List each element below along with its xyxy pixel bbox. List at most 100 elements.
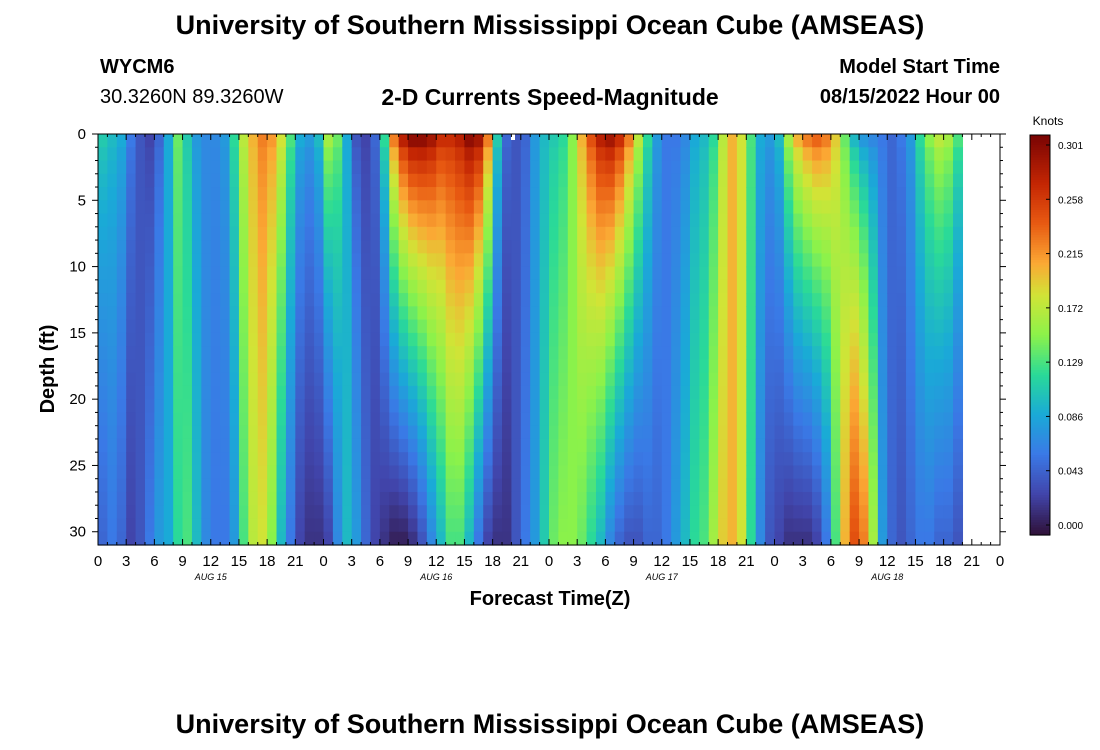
heatmap-cell	[436, 240, 447, 254]
heatmap-cell	[859, 134, 870, 148]
heatmap-cell	[342, 346, 353, 360]
heatmap-cell	[558, 412, 569, 427]
x-tick-label: 21	[963, 553, 980, 570]
heatmap-cell	[511, 452, 522, 467]
heatmap-cell	[774, 399, 785, 414]
heatmap-cell	[896, 332, 907, 347]
heatmap-cell	[783, 531, 794, 546]
heatmap-cell	[257, 385, 268, 400]
heatmap-cell	[699, 491, 710, 506]
heatmap-cell	[887, 346, 898, 360]
heatmap-cell	[783, 332, 794, 347]
heatmap-cell	[126, 452, 137, 467]
heatmap-cell	[614, 491, 625, 506]
heatmap-cell	[408, 531, 419, 546]
colorbar-unit: Knots	[1033, 114, 1064, 128]
heatmap-cell	[652, 319, 663, 334]
heatmap-cell	[220, 505, 231, 520]
heatmap-cell	[445, 399, 456, 414]
heatmap-cell	[285, 279, 296, 294]
heatmap-cell	[370, 359, 381, 374]
heatmap-cell	[718, 293, 729, 307]
heatmap-cell	[577, 266, 588, 281]
heatmap-cell	[248, 187, 259, 201]
heatmap-cell	[257, 147, 268, 162]
heatmap-cell	[727, 491, 738, 506]
heatmap-cell	[802, 399, 813, 414]
heatmap-cell	[595, 518, 606, 533]
heatmap-cell	[116, 187, 127, 201]
heatmap-cell	[708, 346, 719, 360]
heatmap-cell	[398, 465, 409, 480]
heatmap-cell	[906, 372, 917, 387]
heatmap-cell	[633, 226, 644, 241]
heatmap-cell	[267, 465, 278, 480]
x-tick-label: 15	[682, 553, 699, 570]
heatmap-cell	[323, 226, 334, 241]
heatmap-cell	[285, 266, 296, 281]
heatmap-cell	[624, 160, 635, 175]
heatmap-cell	[595, 319, 606, 334]
heatmap-cell	[849, 531, 860, 546]
heatmap-cell	[906, 505, 917, 520]
heatmap-cell	[483, 465, 494, 480]
heatmap-cell	[802, 319, 813, 334]
heatmap-cell	[642, 372, 653, 387]
heatmap-cell	[163, 385, 174, 400]
heatmap-cell	[708, 200, 719, 215]
heatmap-cell	[116, 240, 127, 254]
heatmap-cell	[943, 412, 954, 427]
heatmap-cell	[173, 160, 184, 175]
heatmap-cell	[144, 491, 155, 506]
heatmap-cell	[116, 478, 127, 493]
heatmap-cell	[455, 372, 466, 387]
heatmap-cell	[144, 226, 155, 241]
heatmap-cell	[173, 346, 184, 360]
heatmap-cell	[877, 465, 888, 480]
x-tick-label: 15	[231, 553, 248, 570]
heatmap-cell	[257, 279, 268, 294]
heatmap-cell	[877, 491, 888, 506]
heatmap-cell	[887, 491, 898, 506]
heatmap-cell	[295, 332, 306, 347]
heatmap-cell	[868, 412, 879, 427]
heatmap-cell	[953, 332, 964, 347]
heatmap-cell	[379, 134, 390, 148]
heatmap-cell	[483, 332, 494, 347]
heatmap-cell	[727, 478, 738, 493]
heatmap-cell	[812, 359, 823, 374]
heatmap-cell	[210, 306, 221, 321]
heatmap-cell	[98, 240, 108, 254]
heatmap-cell	[689, 346, 700, 360]
heatmap-cell	[126, 385, 137, 400]
heatmap-cell	[191, 240, 202, 254]
heatmap-cell	[661, 173, 672, 188]
heatmap-cell	[727, 518, 738, 533]
heatmap-cell	[539, 213, 550, 228]
heatmap-cell	[642, 478, 653, 493]
x-tick-label: 6	[827, 553, 835, 570]
heatmap-cell	[107, 293, 118, 307]
heatmap-cell	[361, 438, 372, 453]
heatmap-cell	[652, 200, 663, 215]
heatmap-cell	[426, 465, 437, 480]
heatmap-cell	[689, 518, 700, 533]
heatmap-cell	[605, 412, 616, 427]
heatmap-cell	[473, 531, 484, 546]
heatmap-cell	[210, 505, 221, 520]
heatmap-cell	[746, 438, 757, 453]
heatmap-cell	[840, 505, 851, 520]
heatmap-cell	[511, 385, 522, 400]
heatmap-cell	[248, 478, 259, 493]
heatmap-cell	[567, 147, 578, 162]
heatmap-cell	[332, 253, 343, 268]
colorbar-swatch	[1030, 490, 1050, 494]
heatmap-cell	[248, 279, 259, 294]
heatmap-cell	[389, 359, 400, 374]
heatmap-cell	[201, 385, 212, 400]
heatmap-cell	[314, 319, 325, 334]
heatmap-cell	[126, 134, 137, 148]
heatmap-cell	[210, 399, 221, 414]
heatmap-cell	[539, 518, 550, 533]
heatmap-cell	[530, 452, 541, 467]
